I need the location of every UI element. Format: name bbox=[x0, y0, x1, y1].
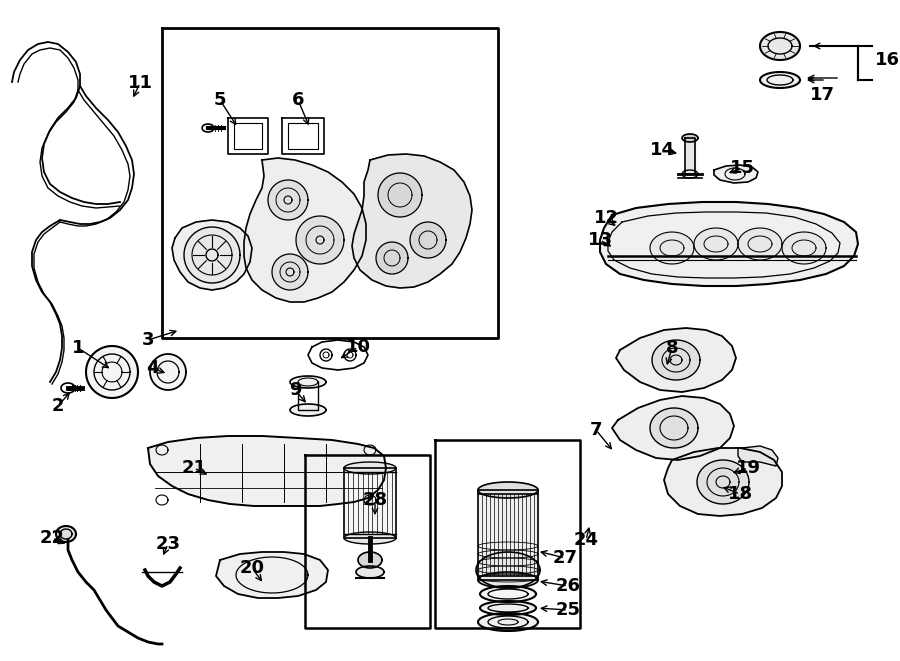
Polygon shape bbox=[172, 220, 252, 290]
Text: 10: 10 bbox=[346, 338, 371, 356]
Polygon shape bbox=[356, 566, 384, 578]
Polygon shape bbox=[697, 460, 749, 504]
Text: 7: 7 bbox=[590, 421, 602, 439]
Polygon shape bbox=[760, 32, 800, 60]
Polygon shape bbox=[216, 552, 328, 598]
Polygon shape bbox=[738, 228, 782, 260]
Text: 28: 28 bbox=[363, 491, 388, 509]
Polygon shape bbox=[344, 468, 396, 538]
Text: 14: 14 bbox=[650, 141, 674, 159]
Text: 26: 26 bbox=[555, 577, 580, 595]
Text: 25: 25 bbox=[555, 601, 580, 619]
Text: 17: 17 bbox=[809, 86, 834, 104]
Polygon shape bbox=[650, 232, 694, 264]
Polygon shape bbox=[410, 222, 446, 258]
Text: 27: 27 bbox=[553, 549, 578, 567]
Polygon shape bbox=[478, 490, 538, 580]
Polygon shape bbox=[664, 448, 782, 516]
Polygon shape bbox=[600, 202, 858, 286]
Text: 2: 2 bbox=[52, 397, 64, 415]
Polygon shape bbox=[244, 158, 366, 302]
Text: 16: 16 bbox=[875, 51, 900, 69]
Polygon shape bbox=[782, 232, 826, 264]
Polygon shape bbox=[714, 165, 758, 183]
Text: 1: 1 bbox=[72, 339, 85, 357]
Polygon shape bbox=[150, 354, 186, 390]
Text: 20: 20 bbox=[239, 559, 265, 577]
Polygon shape bbox=[344, 462, 396, 474]
Polygon shape bbox=[616, 328, 736, 392]
Text: 9: 9 bbox=[289, 381, 302, 399]
Polygon shape bbox=[476, 552, 540, 588]
Polygon shape bbox=[738, 446, 778, 466]
Polygon shape bbox=[480, 601, 536, 615]
Text: 21: 21 bbox=[182, 459, 206, 477]
Polygon shape bbox=[694, 228, 738, 260]
Polygon shape bbox=[272, 254, 308, 290]
Text: 23: 23 bbox=[156, 535, 181, 553]
Polygon shape bbox=[760, 72, 800, 88]
Polygon shape bbox=[184, 227, 240, 283]
Text: 4: 4 bbox=[146, 359, 158, 377]
Text: 6: 6 bbox=[292, 91, 304, 109]
Text: 15: 15 bbox=[730, 159, 754, 177]
Polygon shape bbox=[86, 346, 138, 398]
Polygon shape bbox=[685, 138, 695, 174]
Polygon shape bbox=[290, 376, 326, 388]
Polygon shape bbox=[56, 526, 76, 542]
Text: 5: 5 bbox=[214, 91, 226, 109]
Polygon shape bbox=[352, 154, 472, 288]
Polygon shape bbox=[148, 436, 386, 506]
Polygon shape bbox=[682, 134, 698, 142]
Text: 8: 8 bbox=[666, 339, 679, 357]
Polygon shape bbox=[652, 340, 700, 380]
Polygon shape bbox=[290, 404, 326, 416]
Text: 11: 11 bbox=[128, 74, 152, 92]
Polygon shape bbox=[480, 586, 536, 602]
Text: 24: 24 bbox=[573, 531, 598, 549]
Polygon shape bbox=[202, 124, 214, 132]
Text: 3: 3 bbox=[142, 331, 154, 349]
Text: 12: 12 bbox=[593, 209, 618, 227]
Text: 22: 22 bbox=[40, 529, 65, 547]
Polygon shape bbox=[650, 408, 698, 448]
Polygon shape bbox=[478, 572, 538, 588]
Polygon shape bbox=[296, 216, 344, 264]
Text: 13: 13 bbox=[588, 231, 613, 249]
Polygon shape bbox=[478, 482, 538, 498]
Polygon shape bbox=[378, 173, 422, 217]
Text: 18: 18 bbox=[727, 485, 752, 503]
Polygon shape bbox=[376, 242, 408, 274]
Polygon shape bbox=[61, 383, 75, 393]
Polygon shape bbox=[612, 396, 734, 460]
Polygon shape bbox=[358, 552, 382, 568]
Polygon shape bbox=[344, 532, 396, 544]
Polygon shape bbox=[478, 613, 538, 631]
Text: 19: 19 bbox=[735, 459, 760, 477]
Polygon shape bbox=[268, 180, 308, 220]
